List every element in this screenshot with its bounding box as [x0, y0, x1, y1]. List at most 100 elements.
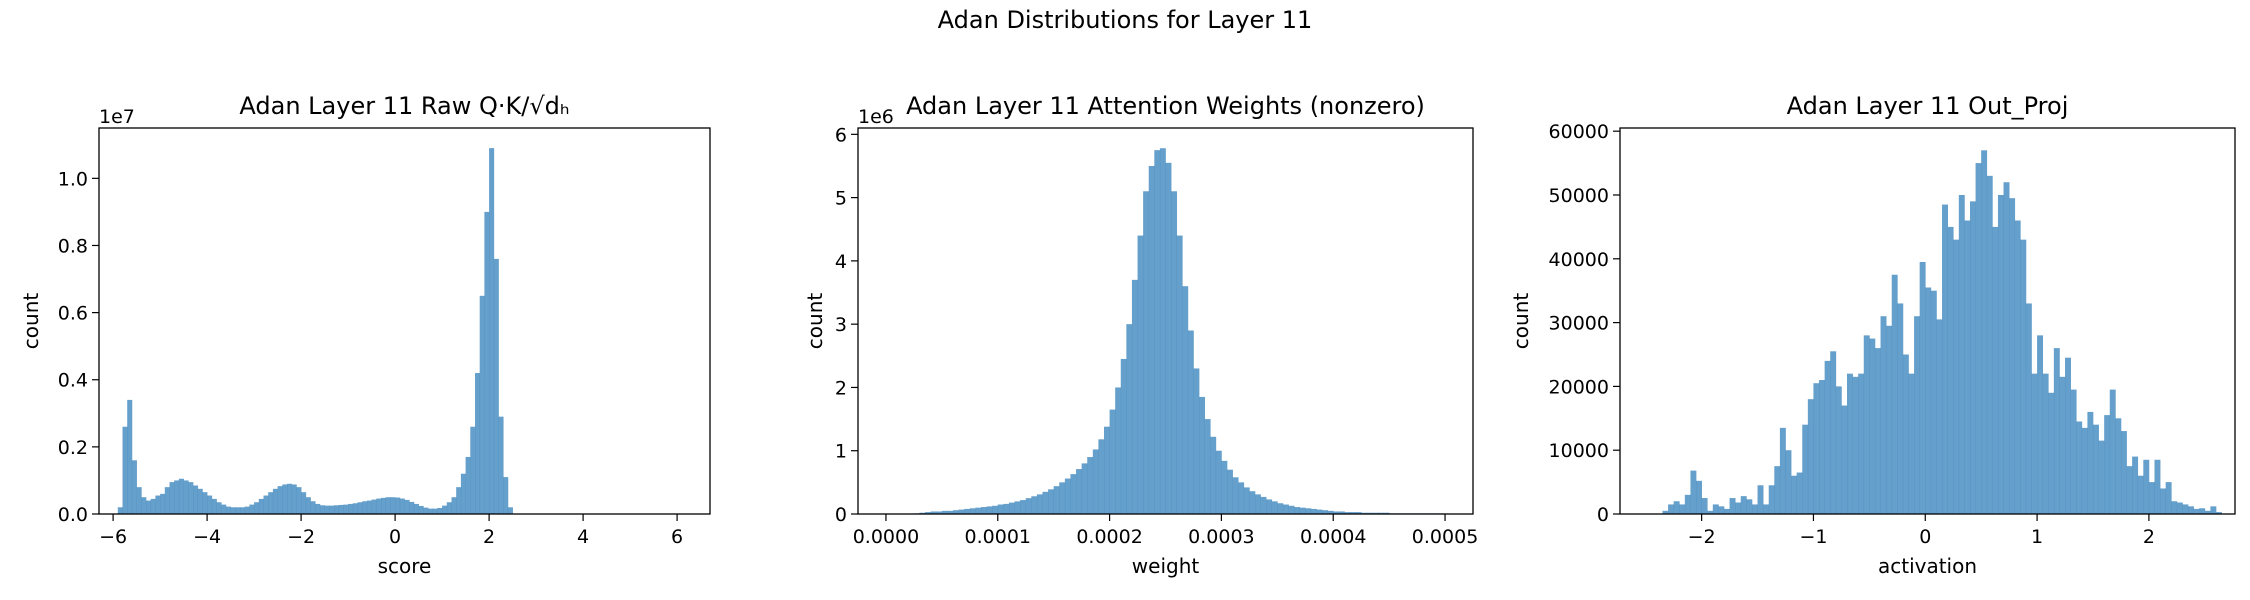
histogram-bar	[146, 500, 152, 514]
histogram-bar	[2003, 182, 2010, 515]
x-tick-label: 0.0004	[1300, 526, 1366, 548]
x-axis-ticks: 0.0000 0.0001 0.0002 0.0003 0.0004 0.0005	[853, 514, 1478, 548]
y-tick-label: 5	[835, 188, 847, 210]
histogram-bar	[1260, 496, 1267, 514]
histogram-bar	[155, 495, 161, 514]
histogram-bar	[1897, 303, 1904, 514]
histogram-bar	[1143, 191, 1150, 514]
histogram-bar	[127, 399, 133, 514]
histogram-bar	[1355, 512, 1362, 514]
histogram-bar	[428, 508, 434, 514]
y-tick-label: 20000	[1549, 376, 1609, 398]
histogram-bar	[2143, 459, 2150, 514]
histogram-bar	[1886, 325, 1893, 514]
histogram-bar	[1165, 162, 1172, 515]
histogram-bar	[1092, 449, 1099, 514]
panel-attention-weights: 0.0000 0.0001 0.0002 0.0003 0.0004 0.0005 0 1 2…	[803, 92, 1478, 578]
histogram-bar	[352, 503, 358, 514]
histogram-bar	[343, 504, 349, 514]
histogram-bar	[282, 484, 288, 514]
y-tick-label: 10000	[1549, 440, 1609, 462]
histogram-bar	[2137, 475, 2144, 514]
histogram-bar	[1763, 504, 1770, 514]
histogram-bar	[2025, 303, 2032, 514]
histogram-bar	[385, 497, 391, 514]
histogram-bar	[2160, 488, 2167, 514]
histogram-bar	[964, 508, 971, 514]
histogram-bar	[174, 480, 180, 514]
x-tick-label: 6	[671, 526, 683, 548]
histogram-bar	[2132, 456, 2139, 514]
histogram-bar	[1098, 439, 1105, 514]
histogram-bar	[409, 501, 415, 514]
x-tick-label: 0.0000	[853, 526, 919, 548]
histogram-bar	[456, 487, 462, 514]
x-tick-label: 4	[577, 526, 589, 548]
histogram-bar	[2031, 373, 2038, 514]
histogram-bar	[1830, 351, 1837, 514]
histogram-bar	[941, 510, 948, 514]
histogram-bar	[2182, 504, 2189, 514]
histogram-bar	[1126, 324, 1133, 514]
histogram-bar	[1690, 470, 1697, 514]
y-tick-label: 0	[835, 504, 847, 526]
histogram-bar	[254, 502, 260, 514]
x-tick-label: 0	[1919, 526, 1931, 548]
histogram-bar	[1064, 478, 1071, 514]
histogram-bar	[1249, 491, 1256, 514]
histogram-bar	[1322, 510, 1328, 514]
y-tick-label: 40000	[1549, 249, 1609, 271]
histogram-bar	[324, 505, 330, 514]
histogram-bar	[936, 511, 943, 514]
histogram-bar	[1299, 507, 1306, 514]
histogram-bar	[1819, 380, 1825, 514]
histogram-bar	[1036, 494, 1043, 514]
histogram-bar	[2098, 440, 2105, 514]
histogram-bar	[2014, 220, 2021, 514]
x-tick-label: −2	[287, 526, 315, 548]
histogram-bar	[277, 486, 283, 514]
histogram-bar	[1746, 499, 1753, 514]
x-tick-label: 2	[2143, 526, 2155, 548]
histogram-bar	[1824, 360, 1831, 514]
histogram-bar	[1277, 503, 1284, 514]
histogram-bar	[489, 148, 495, 514]
histogram-bar	[1254, 494, 1261, 514]
x-tick-label: −2	[1688, 526, 1716, 548]
histogram-bar	[2154, 459, 2161, 514]
histogram-bar	[348, 503, 354, 514]
histogram-bar	[1969, 201, 1976, 514]
histogram-bar	[1796, 472, 1803, 514]
y-tick-label: 0.2	[58, 437, 88, 459]
histogram-bar	[1076, 469, 1082, 514]
histogram-bar	[235, 507, 241, 514]
histogram-bar	[451, 497, 457, 514]
x-tick-label: 0.0002	[1076, 526, 1142, 548]
y-axis-ticks: 0.0 0.2 0.4 0.6 0.8 1.0	[58, 168, 99, 526]
plot-frame	[857, 127, 1474, 515]
histogram-bar	[1751, 504, 1758, 514]
histogram-bar	[930, 511, 937, 514]
histogram-bar	[169, 482, 175, 514]
histogram-bar	[310, 501, 316, 514]
histogram-bar	[1003, 503, 1010, 514]
histogram-bar	[1282, 504, 1289, 514]
x-tick-label: −6	[99, 526, 127, 548]
histogram-bar	[493, 258, 499, 514]
histogram-bar	[2188, 506, 2194, 514]
panel-out-proj: −2 −1 0 1 2 0100002000030000400005000060000 …	[1509, 92, 2236, 578]
histogram-bar	[1148, 165, 1155, 514]
histogram-bar	[1908, 373, 1915, 514]
histogram-bar	[1723, 508, 1730, 514]
histogram-bar	[296, 487, 302, 514]
histogram-bar	[1338, 511, 1345, 514]
y-axis-label: count	[803, 293, 827, 350]
histogram-bar	[381, 497, 387, 514]
histogram-bar	[1115, 387, 1122, 514]
histogram-bar	[2059, 376, 2066, 514]
histogram-bar	[446, 502, 452, 514]
histogram-bar	[1701, 498, 1708, 514]
histogram-bar	[1048, 489, 1055, 514]
histogram-bar	[1662, 510, 1669, 514]
histogram-bar	[399, 498, 405, 514]
